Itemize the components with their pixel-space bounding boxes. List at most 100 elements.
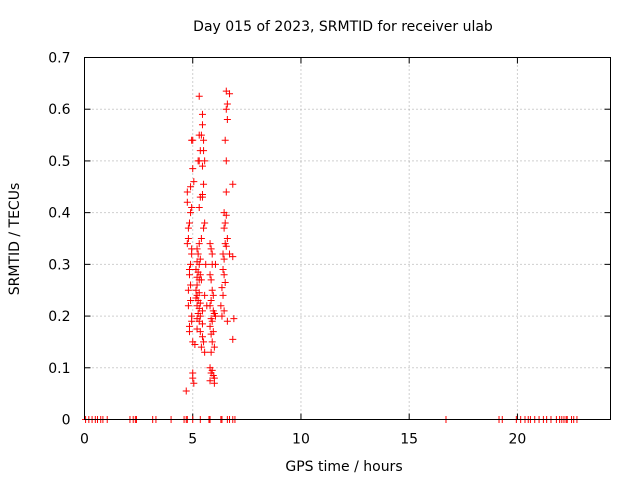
data-point	[184, 286, 192, 294]
data-point	[202, 260, 210, 268]
data-point	[218, 312, 226, 320]
data-point	[188, 203, 196, 211]
data-point	[200, 136, 208, 144]
data-point	[207, 348, 215, 356]
data-point	[223, 116, 231, 124]
data-point	[208, 286, 216, 294]
data-point	[200, 147, 208, 155]
data-point	[195, 131, 203, 139]
data-point	[220, 255, 228, 263]
data-point	[188, 312, 196, 320]
data-point	[187, 209, 195, 217]
data-point	[209, 291, 217, 299]
data-point	[210, 343, 218, 351]
y-tick-label: 0.2	[48, 309, 70, 325]
data-points	[82, 87, 581, 423]
data-point	[223, 100, 231, 108]
data-point	[187, 281, 195, 289]
data-point	[198, 162, 206, 170]
data-point	[208, 250, 216, 258]
data-point	[207, 245, 215, 253]
data-point	[188, 136, 196, 144]
x-tick-label: 0	[80, 432, 89, 448]
y-axis-label: SRMTID / TECUs	[7, 183, 23, 296]
data-point	[217, 302, 225, 310]
data-point	[191, 341, 199, 349]
data-point	[184, 302, 192, 310]
data-point	[220, 307, 228, 315]
data-point	[207, 276, 215, 284]
data-point	[222, 188, 230, 196]
axis-ticks	[84, 57, 611, 420]
data-point	[193, 245, 201, 253]
data-point	[226, 90, 234, 98]
data-point	[208, 317, 216, 325]
data-point	[183, 188, 191, 196]
plot-frame	[84, 57, 611, 420]
data-point	[201, 348, 209, 356]
data-point	[198, 320, 206, 328]
data-point	[222, 211, 230, 219]
y-tick-label: 0.6	[48, 102, 70, 118]
data-point	[223, 235, 231, 242]
y-tick-label: 0	[62, 413, 71, 429]
data-point	[201, 291, 209, 299]
data-point	[218, 284, 226, 292]
data-point	[200, 180, 208, 188]
data-point	[219, 266, 227, 274]
x-tick-label: 15	[400, 432, 418, 448]
data-point	[200, 224, 208, 232]
data-point	[222, 105, 230, 113]
data-point	[201, 219, 209, 227]
y-tick-label: 0.5	[48, 154, 70, 170]
data-point	[187, 260, 195, 268]
data-point	[184, 235, 192, 242]
data-point	[211, 260, 219, 268]
data-point	[206, 302, 214, 310]
data-point	[189, 369, 197, 377]
data-point	[194, 250, 202, 258]
data-point	[193, 281, 201, 289]
data-point	[182, 387, 190, 395]
data-point	[229, 180, 237, 188]
axis-tick-labels: 0 0.1 0.2 0.3 0.4 0.5 0.6 0.7 0 5 10 15 20	[48, 51, 526, 448]
grid-lines	[84, 57, 611, 420]
data-point	[196, 328, 204, 336]
data-point	[210, 309, 218, 317]
data-point	[222, 242, 230, 250]
data-point	[185, 219, 193, 227]
data-point	[210, 379, 218, 387]
data-point	[185, 271, 193, 279]
data-point	[187, 183, 195, 191]
data-point	[197, 235, 205, 242]
data-point	[198, 307, 206, 315]
x-axis-label: GPS time / hours	[285, 459, 402, 475]
data-point	[197, 276, 205, 284]
data-point	[209, 372, 217, 380]
data-point	[195, 203, 203, 211]
data-point	[194, 157, 202, 165]
data-point	[221, 136, 229, 144]
data-point	[206, 271, 214, 279]
data-point	[208, 338, 216, 346]
data-point	[206, 377, 214, 385]
data-point	[230, 315, 238, 323]
data-point	[229, 335, 237, 343]
data-point	[184, 224, 192, 232]
data-point	[190, 178, 198, 186]
y-tick-label: 0.1	[48, 361, 70, 377]
data-point	[221, 278, 229, 286]
data-point	[187, 297, 195, 305]
data-point	[223, 317, 231, 325]
data-point	[229, 253, 237, 261]
data-point	[185, 322, 193, 330]
data-point	[183, 198, 191, 206]
data-point	[207, 330, 215, 338]
data-point	[206, 322, 214, 330]
data-point	[198, 333, 206, 341]
y-tick-label: 0.7	[48, 51, 70, 67]
data-point	[219, 291, 227, 299]
data-point	[197, 343, 205, 351]
data-point	[220, 271, 228, 279]
